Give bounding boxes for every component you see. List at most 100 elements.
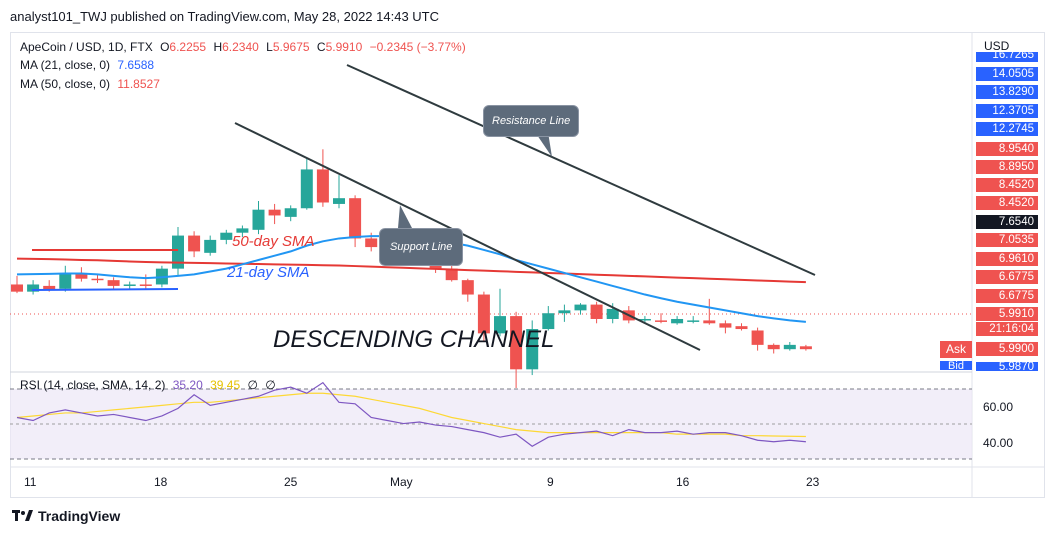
ma21-legend[interactable]: MA (21, close, 0) 7.6588: [20, 58, 158, 72]
candle[interactable]: [574, 304, 587, 311]
price-axis-tag: 12.3705: [976, 104, 1038, 118]
tradingview-logo-icon: [12, 510, 33, 521]
price-axis-tag: 5.9900: [976, 342, 1038, 356]
candle[interactable]: [751, 330, 764, 345]
candle[interactable]: [735, 326, 748, 330]
resistance-line[interactable]: [346, 64, 816, 276]
ma50-line: [16, 257, 806, 284]
published-line: analyst101_TWJ published on TradingView.…: [10, 9, 439, 24]
date-tick: 25: [284, 475, 298, 489]
candle[interactable]: [542, 313, 555, 330]
ma21-legend-label: MA (21, close, 0): [20, 58, 111, 72]
price-axis-tag: 8.8950: [976, 160, 1038, 174]
candle[interactable]: [526, 329, 539, 370]
candle[interactable]: [252, 209, 265, 230]
candle[interactable]: [300, 169, 313, 209]
channel-label: DESCENDING CHANNEL: [273, 326, 554, 353]
candle[interactable]: [172, 235, 184, 269]
price-axis-tag: 14.0505: [976, 67, 1038, 81]
resistance-callout-text: Resistance Line: [492, 115, 571, 127]
candle[interactable]: [59, 272, 72, 289]
ask-tag-label: Ask: [945, 342, 966, 356]
date-tick: 9: [547, 475, 554, 489]
date-tick: 18: [154, 475, 168, 489]
candle[interactable]: [687, 320, 700, 322]
candle[interactable]: [783, 344, 796, 350]
candle[interactable]: [349, 198, 362, 239]
support-callout-pointer: [398, 205, 412, 228]
candle[interactable]: [477, 294, 490, 334]
support-line[interactable]: [234, 122, 701, 351]
candle[interactable]: [284, 208, 297, 217]
candle[interactable]: [606, 308, 619, 319]
symbol-name[interactable]: ApeCoin / USD, 1D, FTX: [20, 40, 153, 54]
price-axis-tag: 6.6775: [976, 289, 1038, 303]
candle[interactable]: [333, 198, 345, 204]
candle[interactable]: [123, 284, 136, 286]
support-callout-text: Support Line: [390, 241, 453, 253]
candle[interactable]: [91, 278, 104, 281]
rsi-legend-value: 35.20: [172, 378, 203, 392]
candle[interactable]: [188, 235, 201, 252]
price-axis-tag: 13.8290: [976, 85, 1038, 99]
candle[interactable]: [316, 169, 329, 203]
candle[interactable]: [703, 320, 716, 324]
candle[interactable]: [365, 238, 378, 248]
candle[interactable]: [494, 316, 506, 334]
resistance-callout[interactable]: Resistance Line: [483, 105, 580, 137]
tradingview-logo[interactable]: TradingView: [12, 508, 120, 524]
tradingview-logo-text: TradingView: [38, 508, 121, 524]
date-tick: 16: [676, 475, 690, 489]
rsi-tick-60: 60.00: [983, 400, 1014, 414]
rsi-line: [16, 381, 806, 448]
candle[interactable]: [445, 268, 458, 281]
rsi-tick-40: 40.00: [983, 436, 1014, 450]
candle[interactable]: [236, 228, 249, 233]
candle[interactable]: [558, 310, 571, 314]
candle[interactable]: [11, 284, 23, 292]
open-value: 6.2255: [169, 40, 207, 54]
price-axis-tag: 21:16:04: [976, 322, 1038, 336]
candle[interactable]: [27, 284, 40, 292]
date-tick: 23: [806, 475, 820, 489]
candle[interactable]: [671, 318, 684, 324]
price-axis-tag: 8.4520: [976, 178, 1038, 192]
price-axis-tag: 7.6540: [976, 215, 1038, 229]
date-tick: 11: [24, 475, 37, 489]
candle[interactable]: [107, 280, 120, 286]
date-tick: May: [390, 475, 413, 489]
support-callout[interactable]: Support Line: [379, 228, 464, 266]
candle[interactable]: [719, 323, 732, 328]
rsi-legend-label: RSI (14, close, SMA, 14, 2): [20, 378, 166, 392]
price-axis-tag: 6.6775: [976, 270, 1038, 284]
candle[interactable]: [510, 316, 523, 370]
candle[interactable]: [461, 280, 474, 295]
candle[interactable]: [139, 284, 152, 286]
candle[interactable]: [204, 239, 217, 253]
candle[interactable]: [655, 320, 667, 322]
candle[interactable]: [75, 272, 88, 279]
price-axis-tag: 16.7265: [976, 52, 1038, 62]
symbol-legend[interactable]: ApeCoin / USD, 1D, FTX O6.2255 H6.2340 L…: [20, 40, 470, 54]
candle[interactable]: [590, 304, 603, 319]
ma50-legend[interactable]: MA (50, close, 0) 11.8527: [20, 77, 164, 91]
open-label: O: [160, 40, 170, 54]
price-axis-currency: USD: [984, 39, 1010, 53]
candle[interactable]: [220, 232, 233, 240]
chart-frame: [10, 32, 1045, 498]
price-axis-tag: 12.2745: [976, 122, 1038, 136]
price-axis-tag: 8.9540: [976, 142, 1038, 156]
candle[interactable]: [268, 209, 281, 216]
publish-header: analyst101_TWJ published on TradingView.…: [0, 0, 1052, 32]
ma50-legend-value: 11.8527: [117, 77, 160, 91]
candle[interactable]: [767, 344, 780, 350]
candle[interactable]: [638, 318, 651, 321]
candle[interactable]: [43, 285, 56, 291]
bid-tag-label: Bid: [948, 361, 964, 370]
price-axis-tag: 8.4520: [976, 196, 1038, 210]
low-label: L: [266, 40, 273, 54]
rsi-legend[interactable]: RSI (14, close, SMA, 14, 2) 35.20 39.45 …: [20, 378, 280, 392]
candle[interactable]: [799, 346, 812, 350]
resistance-callout-pointer: [535, 132, 552, 157]
